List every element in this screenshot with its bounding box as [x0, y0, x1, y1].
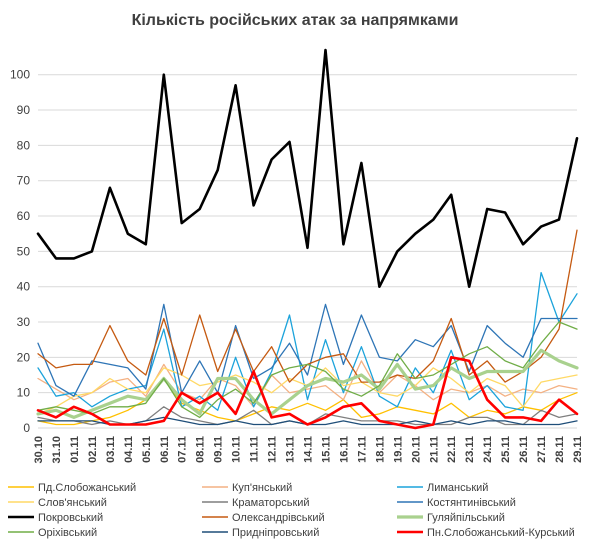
- legend-label: Покровський: [38, 512, 103, 524]
- x-tick-label: 20.11: [410, 436, 422, 463]
- legend-label: Костянтинівський: [427, 497, 516, 509]
- x-tick-label: 27.11: [536, 436, 548, 463]
- legend-label: Пд.Слобожанський: [38, 482, 136, 494]
- y-tick-label: 100: [10, 68, 30, 82]
- x-tick-label: 10.11: [231, 436, 243, 463]
- x-tick-label: 22.11: [446, 436, 458, 463]
- x-tick-label: 30.10: [33, 436, 45, 464]
- x-tick-label: 05.11: [141, 436, 153, 463]
- x-tick-label: 23.11: [464, 436, 476, 463]
- legend-label: Гуляйпільський: [427, 512, 505, 524]
- y-tick-label: 90: [17, 103, 31, 117]
- y-tick-label: 20: [17, 350, 31, 364]
- x-tick-label: 18.11: [374, 436, 386, 463]
- x-tick-label: 01.11: [69, 436, 81, 463]
- x-tick-label: 29.11: [572, 436, 584, 463]
- y-axis: 0 10 20 30 40 50 60 70 80 90 100: [10, 68, 30, 435]
- x-tick-label: 08.11: [195, 436, 207, 463]
- series-line-5: [37, 303, 578, 397]
- x-axis: 30.10 31.10 01.11 02.11 03.11 04.11 05.11 06.11…: [33, 436, 584, 464]
- grid-layer: [38, 74, 577, 429]
- x-tick-label: 28.11: [554, 436, 566, 463]
- series-line-9: [37, 321, 578, 419]
- legend-label: Слов'янський: [38, 497, 107, 509]
- legend-label: Пн.Слобожанський-Курський: [427, 527, 575, 539]
- x-tick-label: 12.11: [267, 436, 279, 463]
- y-tick-label: 0: [23, 421, 30, 435]
- x-tick-label: 11.11: [249, 436, 261, 462]
- x-tick-label: 06.11: [159, 436, 171, 463]
- legend-label: Оріхівський: [38, 527, 97, 539]
- legend-label: Краматорський: [232, 497, 310, 509]
- legend: Пд.Слобожанський Куп'янський Лиманський Сло…: [8, 482, 575, 539]
- y-tick-label: 60: [17, 209, 31, 223]
- x-tick-label: 31.10: [51, 436, 63, 464]
- y-tick-label: 30: [17, 315, 31, 329]
- y-tick-label: 10: [17, 386, 31, 400]
- series-line-7: [37, 229, 578, 383]
- x-tick-label: 14.11: [303, 436, 315, 463]
- y-tick-label: 80: [17, 138, 31, 152]
- x-tick-label: 04.11: [123, 436, 135, 463]
- legend-label: Придніпровський: [232, 527, 319, 539]
- x-tick-label: 26.11: [518, 436, 530, 463]
- x-tick-label: 03.11: [105, 436, 117, 463]
- series-line-8: [36, 348, 579, 419]
- series-line-0: [37, 377, 578, 426]
- x-tick-label: 09.11: [213, 436, 225, 463]
- y-tick-label: 40: [17, 280, 31, 294]
- y-tick-label: 50: [17, 244, 31, 258]
- x-tick-label: 24.11: [482, 436, 494, 463]
- x-tick-label: 02.11: [87, 436, 99, 463]
- y-tick-label: 70: [17, 174, 31, 188]
- legend-label: Лиманський: [427, 482, 488, 494]
- x-tick-label: 15.11: [320, 436, 332, 463]
- x-tick-label: 21.11: [428, 436, 440, 463]
- x-tick-label: 16.11: [338, 436, 350, 463]
- series-line-11: [36, 355, 579, 430]
- x-tick-label: 17.11: [356, 436, 368, 463]
- x-tick-label: 07.11: [177, 436, 189, 463]
- legend-label: Куп'янський: [232, 482, 292, 494]
- x-tick-label: 13.11: [285, 436, 297, 463]
- legend-label: Олександрівський: [232, 512, 325, 524]
- chart-title: Кількість російських атак за напрямками: [131, 12, 459, 29]
- series-line-6: [36, 48, 579, 289]
- series-layer: [36, 48, 579, 430]
- x-tick-label: 19.11: [392, 436, 404, 463]
- x-tick-label: 25.11: [500, 436, 512, 463]
